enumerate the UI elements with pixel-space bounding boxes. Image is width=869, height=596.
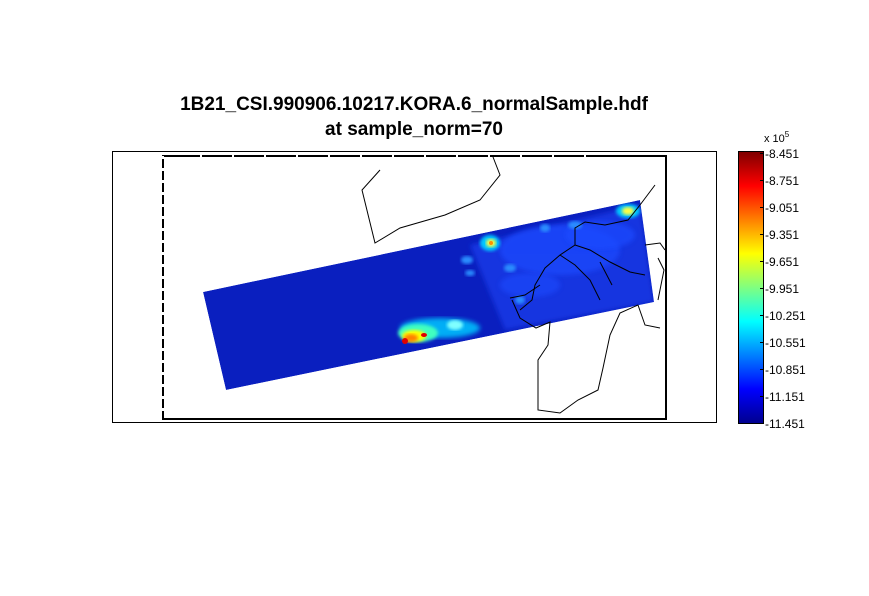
- plot-title-line1: 1B21_CSI.990906.10217.KORA.6_normalSampl…: [180, 94, 648, 115]
- colorbar-tick-label: -8.451: [759, 147, 800, 161]
- colorbar-tick-label: -10.551: [760, 336, 806, 350]
- colorbar-tick-label: -9.951: [759, 282, 800, 296]
- colorbar: [738, 151, 764, 424]
- coastlines: [361, 156, 666, 414]
- colorbar-tick-label: -10.851: [760, 363, 806, 377]
- colorbar-tick-label: -9.651: [759, 255, 800, 269]
- colorbar-tick-label: -9.051: [759, 201, 800, 215]
- colorbar-tick-label: -9.351: [759, 228, 800, 242]
- plot-title-line2: at sample_norm=70: [325, 119, 503, 140]
- swath-data: [203, 200, 654, 390]
- colorbar-multiplier: x 105: [764, 130, 790, 145]
- colorbar-tick-label: -8.751: [759, 174, 800, 188]
- colorbar-tick-label: -11.451: [760, 417, 805, 431]
- colorbar-tick-label: -10.251: [760, 309, 806, 323]
- colorbar-tick-label: -11.151: [760, 390, 805, 404]
- map-frame: [162, 155, 667, 420]
